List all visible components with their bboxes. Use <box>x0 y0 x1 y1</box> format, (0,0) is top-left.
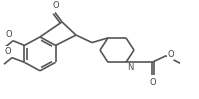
Text: O: O <box>167 50 174 59</box>
Text: O: O <box>53 1 59 10</box>
Text: O: O <box>5 30 12 39</box>
Text: O: O <box>4 47 11 56</box>
Text: O: O <box>150 78 156 87</box>
Text: N: N <box>127 63 133 72</box>
